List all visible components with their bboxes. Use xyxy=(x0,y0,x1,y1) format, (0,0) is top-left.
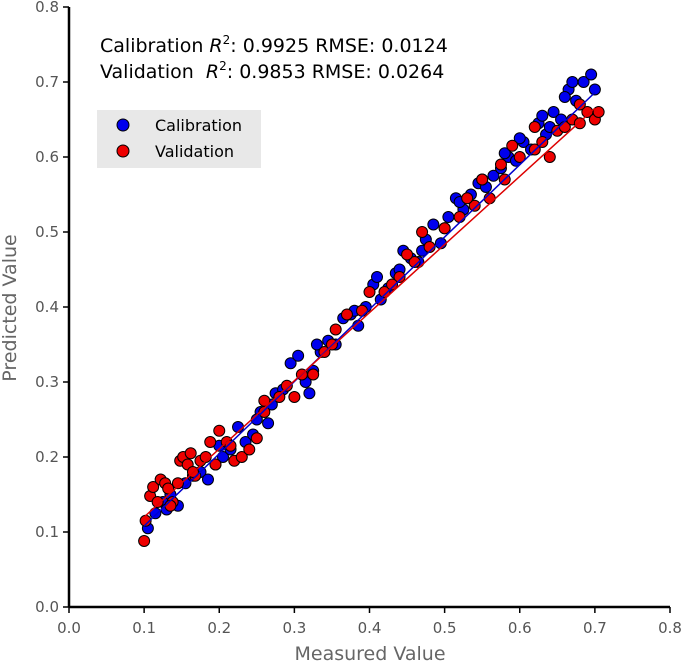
validation-point xyxy=(184,447,197,460)
validation-point xyxy=(468,199,481,212)
validation-point xyxy=(543,151,556,163)
validation-fit-line xyxy=(143,107,596,518)
validation-point xyxy=(408,256,421,268)
y-tick-label: 0.7 xyxy=(35,73,59,91)
calibration-point xyxy=(292,349,305,362)
legend-validation-label: Validation xyxy=(155,142,234,161)
y-tick-label: 0.8 xyxy=(35,0,59,16)
validation-point xyxy=(280,379,293,392)
validation-point xyxy=(235,451,248,463)
validation-point xyxy=(151,496,164,508)
calibration-point xyxy=(284,357,297,370)
calibration-point xyxy=(442,211,455,223)
validation-point xyxy=(573,117,586,130)
validation-point xyxy=(363,286,376,298)
validation-stats-text: Validation R2: 0.9853 RMSE: 0.0264 xyxy=(100,59,444,83)
validation-point xyxy=(416,226,429,238)
y-tick-label: 0.0 xyxy=(35,598,59,616)
validation-point xyxy=(138,535,151,547)
validation-point xyxy=(438,222,451,235)
validation-point xyxy=(164,499,177,512)
validation-point xyxy=(378,286,391,298)
validation-point xyxy=(453,211,466,223)
calibration-point xyxy=(310,338,323,351)
calibration-fit-line xyxy=(143,91,596,527)
y-axis-label: Predicted Value xyxy=(0,234,21,381)
calibration-point xyxy=(588,83,601,96)
validation-point xyxy=(340,308,353,321)
validation-point xyxy=(250,432,263,445)
y-tick-label: 0.1 xyxy=(35,523,59,541)
validation-point xyxy=(461,192,474,205)
validation-points xyxy=(138,98,605,547)
calibration-point xyxy=(498,147,511,160)
validation-point xyxy=(243,443,256,456)
calibration-point xyxy=(217,451,230,463)
validation-point xyxy=(209,458,222,471)
legend-calibration-label: Calibration xyxy=(155,116,242,135)
y-tick-label: 0.5 xyxy=(35,223,59,241)
x-tick-label: 0.6 xyxy=(508,619,532,637)
calibration-point xyxy=(513,132,526,145)
calibration-point xyxy=(547,106,560,118)
validation-point xyxy=(162,482,175,495)
legend-validation-marker xyxy=(116,144,130,158)
y-axis-ticks: 0.0 0.1 0.2 0.3 0.4 0.5 0.6 0.7 0.8 xyxy=(35,0,69,616)
stats-box xyxy=(92,31,502,89)
calibration-point xyxy=(371,271,384,283)
x-tick-label: 0.1 xyxy=(132,619,156,637)
validation-point xyxy=(171,477,184,490)
validation-point xyxy=(355,304,368,317)
x-axis-label: Measured Value xyxy=(294,643,445,662)
validation-point xyxy=(393,271,406,283)
legend-calibration-marker xyxy=(116,118,130,132)
x-tick-label: 0.5 xyxy=(433,619,457,637)
validation-point xyxy=(224,439,237,452)
calibration-point xyxy=(262,417,275,430)
calibration-point xyxy=(558,91,571,103)
validation-point xyxy=(513,151,526,163)
x-tick-label: 0.2 xyxy=(207,619,231,637)
y-tick-label: 0.4 xyxy=(35,298,59,316)
x-tick-label: 0.8 xyxy=(658,619,682,637)
validation-point xyxy=(401,248,414,261)
validation-point xyxy=(288,391,301,403)
fit-lines xyxy=(143,91,596,527)
validation-point xyxy=(147,481,160,493)
calibration-point xyxy=(427,218,440,231)
validation-point xyxy=(329,323,342,336)
calibration-point xyxy=(303,387,316,400)
validation-point xyxy=(386,278,399,291)
x-tick-label: 0.0 xyxy=(57,619,81,637)
calibration-point xyxy=(487,169,500,182)
y-tick-label: 0.2 xyxy=(35,448,59,466)
validation-point xyxy=(213,424,226,437)
x-tick-label: 0.7 xyxy=(583,619,607,637)
x-tick-label: 0.4 xyxy=(358,619,382,637)
y-tick-label: 0.3 xyxy=(35,373,59,391)
validation-point xyxy=(307,368,320,381)
validation-point xyxy=(592,106,605,118)
calibration-stats-text: Calibration R2: 0.9925 RMSE: 0.0124 xyxy=(100,33,448,57)
validation-point xyxy=(204,436,217,448)
validation-point xyxy=(573,98,586,111)
validation-point xyxy=(506,139,519,152)
y-tick-label: 0.6 xyxy=(35,148,59,166)
calibration-point xyxy=(585,68,598,81)
x-tick-label: 0.3 xyxy=(282,619,306,637)
validation-point xyxy=(476,173,489,186)
calibration-point xyxy=(536,109,549,122)
x-axis-ticks: 0.0 0.1 0.2 0.3 0.4 0.5 0.6 0.7 0.8 xyxy=(57,607,682,637)
calibration-point xyxy=(201,473,214,486)
validation-point xyxy=(494,158,507,171)
validation-point xyxy=(528,121,541,133)
calibration-point xyxy=(566,76,579,88)
